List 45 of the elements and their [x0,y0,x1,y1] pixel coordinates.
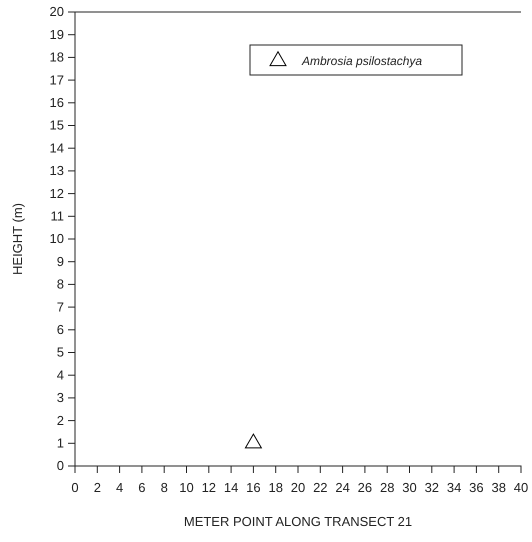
y-tick-label: 13 [50,163,64,178]
x-tick-label: 24 [335,480,350,496]
y-tick-label: 19 [50,26,64,42]
x-tick-label: 18 [268,480,283,496]
x-tick-label: 10 [179,480,194,496]
legend-label: Ambrosia psilostachya [301,54,422,68]
x-axis-title: METER POINT ALONG TRANSECT 21 [184,514,412,529]
x-tick-label: 36 [469,480,484,496]
y-tick-label: 17 [50,72,64,88]
y-tick-label: 3 [56,390,64,406]
x-tick-label: 38 [491,480,506,496]
y-tick-label: 5 [56,344,64,360]
y-tick-label: 18 [50,50,64,65]
x-tick-label: 14 [224,480,238,496]
x-tick-label: 22 [313,480,328,496]
y-tick-label: 0 [56,458,64,474]
y-tick-label: 11 [50,208,64,224]
y-tick-label: 12 [50,186,64,201]
x-tick-label: 34 [446,480,462,496]
x-tick-label: 12 [202,480,216,496]
x-tick-label: 40 [514,480,528,496]
x-tick-label: 20 [290,480,306,496]
y-tick-label: 8 [56,276,64,292]
x-tick-label: 2 [94,480,101,496]
y-tick-label: 16 [50,94,64,110]
x-tick-label: 28 [380,480,394,496]
y-tick-label: 1 [56,435,64,450]
x-tick-label: 30 [402,480,417,496]
y-tick-label: 14 [50,140,64,156]
y-tick-label: 15 [50,118,64,133]
x-tick-label: 8 [160,480,168,496]
y-tick-label: 9 [56,254,64,269]
x-tick-label: 6 [138,480,146,496]
y-tick-label: 7 [56,299,64,314]
x-tick-label: 0 [71,480,79,496]
y-tick-label: 4 [56,367,64,382]
y-tick-label: 10 [50,231,64,246]
y-tick-label: 6 [56,322,64,337]
x-tick-label: 4 [116,480,124,496]
y-axis-title: HEIGHT (m) [10,203,25,275]
x-tick-label: 32 [424,480,440,496]
y-tick-label: 2 [56,412,64,428]
x-tick-label: 16 [246,480,261,496]
x-tick-label: 26 [358,480,372,496]
y-tick-label: 20 [50,4,64,20]
